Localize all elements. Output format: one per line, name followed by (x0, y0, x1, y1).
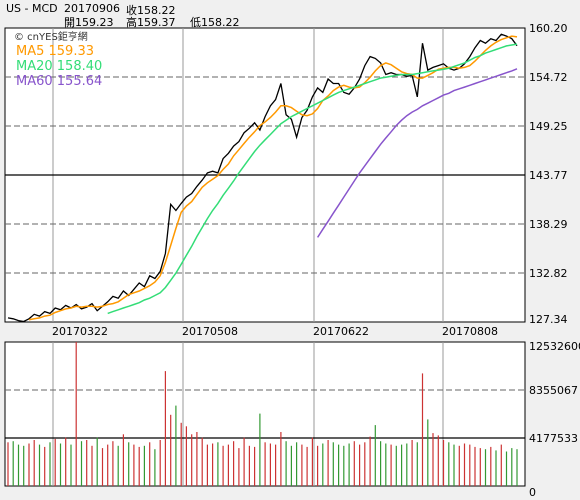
x-tick-label: 20170622 (313, 325, 369, 338)
open-label: 開159.23 (64, 16, 114, 29)
x-tick-label: 20170508 (182, 325, 238, 338)
watermark-text: © cnYES鉅亨網 (14, 30, 88, 43)
y-tick-label: 138.29 (529, 218, 568, 231)
legend-ma60: MA60 155.64 (16, 74, 102, 89)
y-tick-label: 160.20 (529, 22, 568, 35)
volume-y-tick-label: 8355067 (529, 384, 578, 397)
series-ma20-line (107, 43, 518, 315)
high-label: 高159.37 (126, 16, 176, 29)
volume-y-tick-label: 4177533 (529, 432, 578, 445)
volume-y-tick-label: 12532600 (529, 340, 580, 353)
y-tick-label: 143.77 (529, 169, 568, 182)
legend-ma20: MA20 158.40 (16, 59, 102, 74)
y-tick-label: 149.25 (529, 120, 568, 133)
close-label: 收158.22 (126, 4, 176, 17)
date-label: 20170906 (64, 2, 120, 15)
y-tick-label: 127.34 (529, 313, 568, 326)
low-label: 低158.22 (190, 16, 240, 29)
y-tick-label: 154.72 (529, 71, 568, 84)
symbol-label: US - MCD (6, 2, 58, 15)
y-tick-label: 132.82 (529, 267, 568, 280)
x-tick-label: 20170808 (442, 325, 498, 338)
series-ma60-line (316, 68, 518, 238)
legend-ma5: MA5 159.33 (16, 44, 94, 59)
x-tick-label: 20170322 (52, 325, 108, 338)
volume-y-tick-label: 0 (529, 486, 536, 499)
